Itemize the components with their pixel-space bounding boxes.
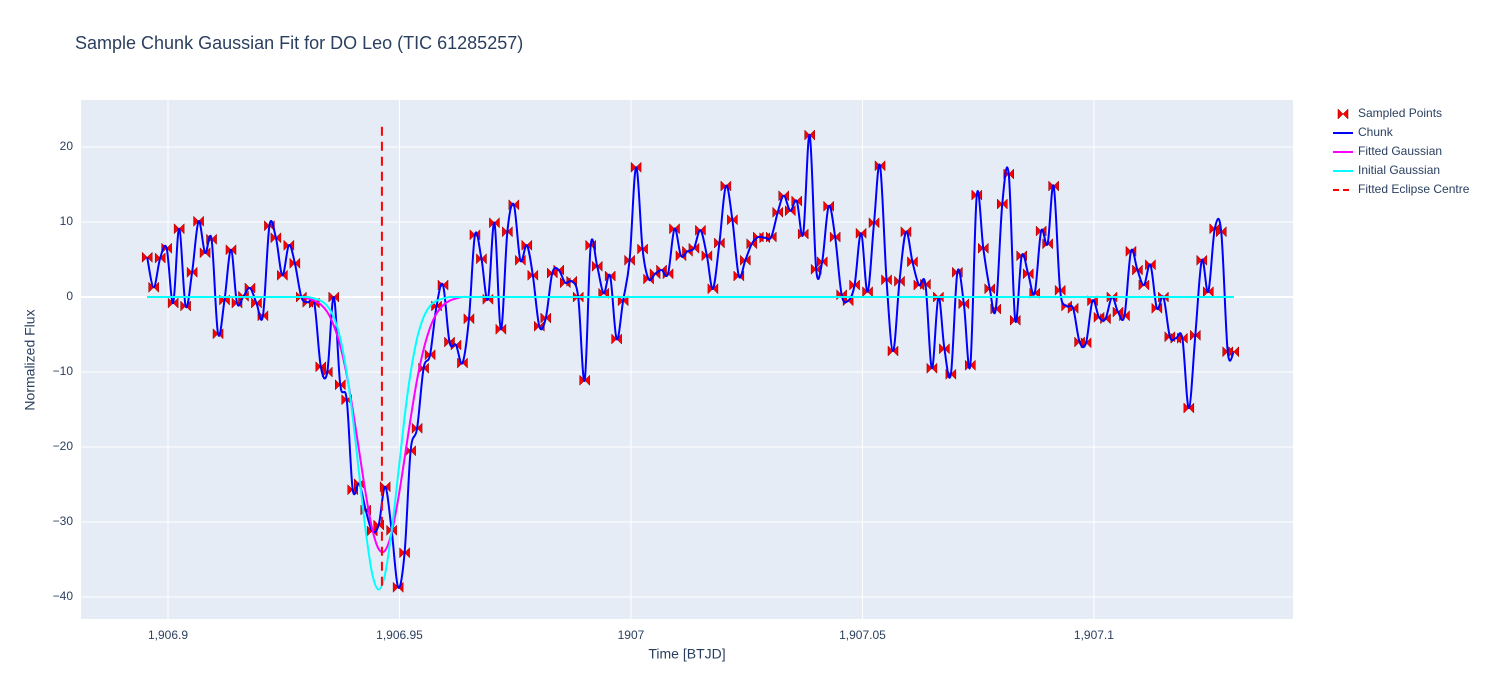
chart-title: Sample Chunk Gaussian Fit for DO Leo (TI… <box>75 33 523 53</box>
y-tick-label: 20 <box>60 139 74 153</box>
plot-area <box>81 100 1293 619</box>
y-axis-title: Normalized Flux <box>22 309 38 410</box>
x-tick-label: 1907 <box>618 628 645 642</box>
x-axis-title: Time [BTJD] <box>648 646 725 662</box>
series-line <box>146 134 1235 589</box>
legend-label[interactable]: Fitted Gaussian <box>1358 144 1442 158</box>
x-tick-label: 1,906.95 <box>376 628 423 642</box>
series-line <box>147 295 1234 591</box>
x-tick-label: 1,907.1 <box>1074 628 1114 642</box>
legend-label[interactable]: Sampled Points <box>1358 106 1442 120</box>
legend-label[interactable]: Initial Gaussian <box>1358 163 1440 177</box>
x-tick-label: 1,906.9 <box>148 628 188 642</box>
y-tick-label: 10 <box>60 214 74 228</box>
y-tick-label: 0 <box>66 289 73 303</box>
y-tick-label: −20 <box>53 439 74 453</box>
legend-symbol <box>1337 108 1349 120</box>
y-tick-label: −40 <box>53 589 74 603</box>
y-tick-label: −10 <box>53 364 74 378</box>
x-tick-label: 1,907.05 <box>839 628 886 642</box>
legend-label[interactable]: Chunk <box>1358 125 1394 139</box>
y-tick-label: −30 <box>53 514 74 528</box>
legend-label[interactable]: Fitted Eclipse Centre <box>1358 182 1470 196</box>
